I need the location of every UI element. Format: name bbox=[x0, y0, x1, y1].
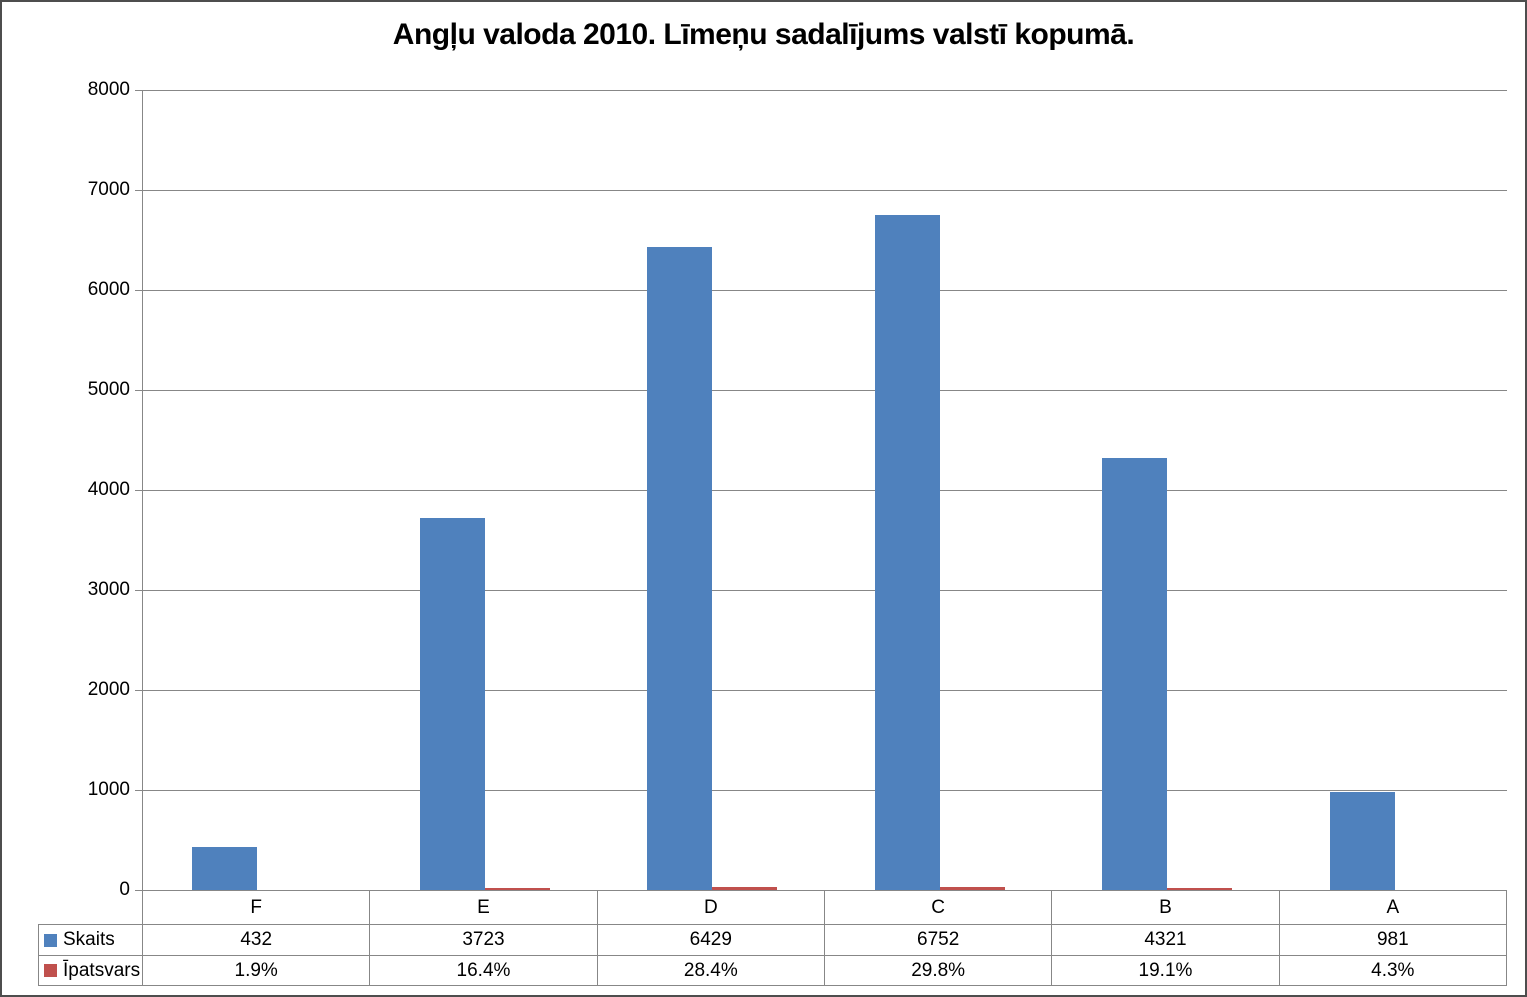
gridline-6000 bbox=[142, 290, 1507, 291]
ipatsvars-row-cell-B: 19.1% bbox=[1052, 956, 1280, 985]
category-row-cell-E: E bbox=[370, 891, 598, 924]
y-axis-tick-label: 6000 bbox=[87, 279, 130, 300]
y-axis-tick-label: 5000 bbox=[87, 379, 130, 400]
legend-cell-skaits: Skaits bbox=[39, 925, 143, 955]
gridline-4000 bbox=[142, 490, 1507, 491]
legend-label: Īpatsvars bbox=[63, 959, 141, 981]
gridline-5000 bbox=[142, 390, 1507, 391]
y-axis-tick-label: 7000 bbox=[87, 179, 130, 200]
y-axis-tick-label: 2000 bbox=[87, 679, 130, 700]
skaits-row-cell-A: 981 bbox=[1376, 929, 1409, 950]
y-axis-tick-label: 8000 bbox=[87, 79, 130, 100]
skaits-row-cell-D: 6429 bbox=[598, 925, 825, 955]
bar-īpatsvars-C bbox=[939, 887, 1005, 890]
gridline-2000 bbox=[142, 690, 1507, 691]
gridline-7000 bbox=[142, 190, 1507, 191]
category-row-cell-C: C bbox=[825, 891, 1053, 924]
skaits-row-cell-F: 432 bbox=[143, 925, 371, 955]
skaits-row-cell-B: 4321 bbox=[1052, 925, 1280, 955]
legend-key-icon bbox=[44, 964, 57, 977]
y-axis-tick bbox=[135, 890, 142, 891]
y-axis-tick bbox=[135, 290, 142, 291]
y-axis-tick-label: 1000 bbox=[87, 779, 130, 800]
bar-skaits-C bbox=[874, 214, 940, 890]
y-axis-tick bbox=[135, 790, 142, 791]
gridline-1000 bbox=[142, 790, 1507, 791]
y-axis-tick bbox=[135, 190, 142, 191]
y-axis-tick bbox=[135, 590, 142, 591]
gridline-8000 bbox=[142, 90, 1507, 91]
ipatsvars-row-cell-F: 1.9% bbox=[143, 956, 371, 985]
ipatsvars-row-cell-C: 29.8% bbox=[825, 956, 1053, 985]
category-row-cell-A: A bbox=[1386, 896, 1400, 918]
bar-skaits-E bbox=[419, 517, 485, 890]
category-row-cell-F: F bbox=[143, 891, 371, 924]
gridline-3000 bbox=[142, 590, 1507, 591]
bar-skaits-F bbox=[192, 846, 257, 890]
bar-īpatsvars-E bbox=[484, 888, 550, 890]
category-row-cell-D: D bbox=[598, 891, 825, 924]
y-axis-tick-label: 0 bbox=[119, 879, 130, 900]
y-axis-tick bbox=[135, 690, 142, 691]
y-axis-tick bbox=[135, 490, 142, 491]
y-axis-tick bbox=[135, 90, 142, 91]
ipatsvars-row-cell-A: 4.3% bbox=[1371, 959, 1415, 981]
bar-skaits-A bbox=[1329, 791, 1395, 890]
ipatsvars-row-cell-D: 28.4% bbox=[598, 956, 825, 985]
skaits-row: Skaits 432 3723 6429 6752 4321 981 bbox=[38, 924, 1507, 955]
bar-skaits-B bbox=[1102, 457, 1167, 890]
y-axis-line bbox=[142, 90, 143, 890]
legend-cell-īpatsvars: Īpatsvars bbox=[39, 956, 143, 985]
y-axis-tick-label: 4000 bbox=[87, 479, 130, 500]
skaits-row-cell-C: 6752 bbox=[825, 925, 1053, 955]
skaits-row-cell-E: 3723 bbox=[370, 925, 598, 955]
bar-īpatsvars-D bbox=[712, 887, 777, 890]
ipatsvars-row-cell-E: 16.4% bbox=[370, 956, 598, 985]
bar-skaits-D bbox=[647, 247, 712, 890]
ipatsvars-row: Īpatsvars 1.9% 16.4% 28.4% 29.8% 19.1% 4.3% bbox=[38, 955, 1507, 986]
bar-īpatsvars-B bbox=[1167, 888, 1232, 890]
y-axis-tick bbox=[135, 390, 142, 391]
chart-title: Angļu valoda 2010. Līmeņu sadalījums val… bbox=[392, 18, 1135, 51]
legend-label: Skaits bbox=[63, 929, 115, 950]
legend-key-icon bbox=[44, 933, 57, 947]
category-row-cell-B: B bbox=[1052, 891, 1280, 924]
y-axis-tick-label: 3000 bbox=[87, 579, 130, 600]
